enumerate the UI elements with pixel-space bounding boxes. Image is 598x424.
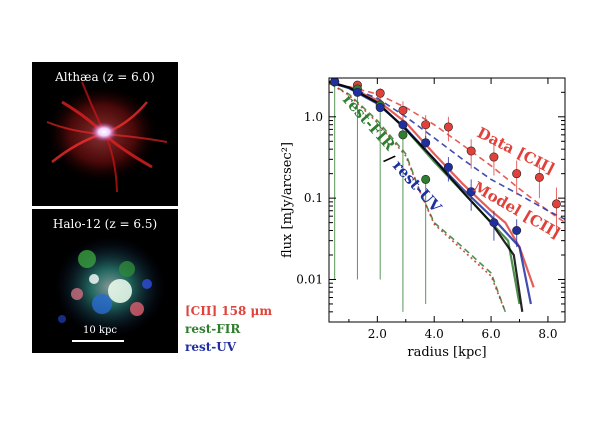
cii-emission-map: [46, 81, 168, 193]
data-point-data-cii-: [398, 105, 408, 115]
data-point-rest-fir: [398, 130, 408, 140]
data-point-rest-uv: [421, 138, 431, 148]
data-point-rest-uv: [398, 120, 408, 130]
data-point-rest-fir: [421, 174, 431, 184]
halo12-composite-map: [55, 237, 165, 337]
data-point-rest-uv: [466, 187, 476, 197]
data-point-data-cii-: [534, 172, 544, 182]
data-point-rest-uv: [512, 226, 522, 236]
legend-rest-fir: rest-FIR: [185, 322, 241, 336]
series-layer: [329, 78, 565, 313]
x-axis-label: radius [kpc]: [407, 345, 486, 360]
halo12-title: Halo-12 (z = 6.5): [52, 217, 158, 231]
data-point-rest-uv: [330, 78, 340, 87]
data-point-data-cii-: [466, 146, 476, 156]
scale-bar-label: 10 kpc: [83, 325, 117, 336]
althaea-title: Althæa (z = 6.0): [55, 70, 155, 84]
x-tick-label: 8.0: [538, 327, 557, 341]
y-tick-label: 0.01: [296, 272, 323, 286]
scale-bar: [72, 340, 124, 342]
model-line-6: [329, 82, 507, 313]
y-tick-label: 1.0: [304, 110, 323, 124]
data-point-rest-uv: [443, 162, 453, 172]
plot-frame: [328, 77, 566, 323]
althaea-image: Althæa (z = 6.0): [32, 62, 178, 206]
data-point-rest-uv: [352, 87, 362, 97]
model-line-4: [329, 80, 565, 221]
y-tick-label: 0.1: [304, 191, 323, 205]
x-tick-label: 2.0: [368, 327, 387, 341]
legend-rest-uv: rest-UV: [185, 340, 237, 354]
x-tick-label: 4.0: [425, 327, 444, 341]
halo12-image: Halo-12 (z = 6.5): [32, 209, 178, 353]
data-point-data-cii-: [489, 152, 499, 162]
data-point-data-cii-: [551, 199, 561, 209]
x-tick-label: 6.0: [482, 327, 501, 341]
data-point-data-cii-: [443, 122, 453, 132]
data-point-rest-uv: [375, 103, 385, 113]
axis-layer: 2.0 4.0 6.0 8.0 1.0 0.1 0.01: [296, 77, 565, 341]
legend-cii: [CII] 158 μm: [185, 304, 273, 318]
data-point-data-cii-: [421, 120, 431, 130]
y-axis-label: flux [mJy/arcsec²]: [280, 142, 295, 258]
data-point-data-cii-: [512, 169, 522, 179]
data-point-rest-uv: [489, 218, 499, 228]
data-point-data-cii-: [375, 88, 385, 98]
